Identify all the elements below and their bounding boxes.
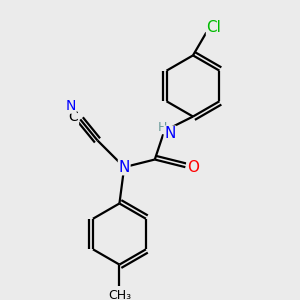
Text: N: N bbox=[118, 160, 130, 175]
Text: C: C bbox=[69, 110, 79, 124]
Text: O: O bbox=[187, 160, 199, 175]
Text: N: N bbox=[164, 126, 176, 141]
Text: N: N bbox=[65, 99, 76, 113]
Text: CH₃: CH₃ bbox=[108, 289, 131, 300]
Text: H: H bbox=[158, 121, 167, 134]
Text: Cl: Cl bbox=[207, 20, 221, 35]
